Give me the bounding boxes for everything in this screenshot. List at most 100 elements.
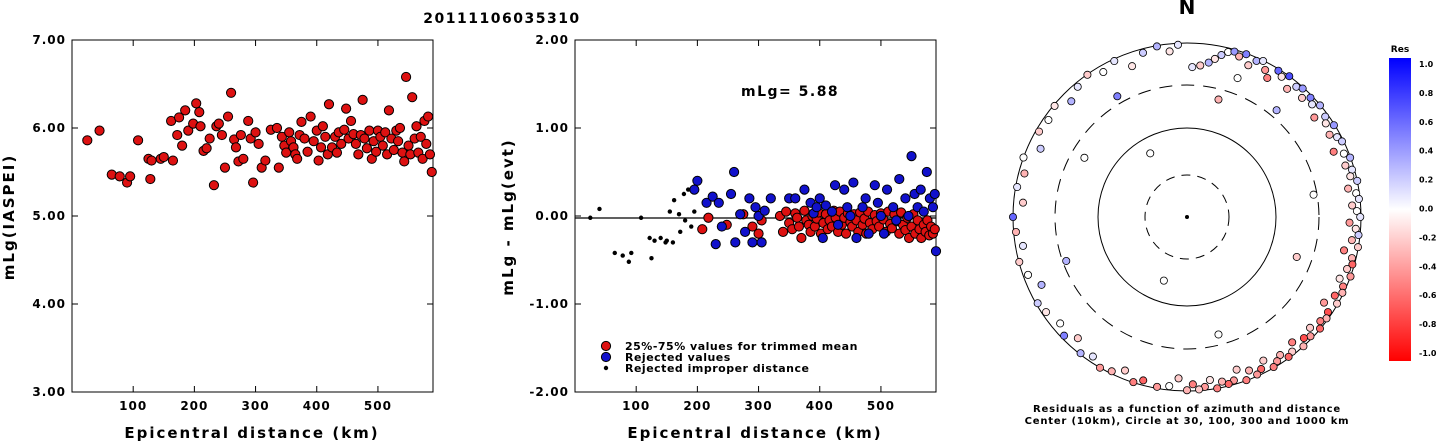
data-point xyxy=(345,115,357,127)
chart1-x-axis-label: Epicentral distance (km) xyxy=(124,424,379,441)
data-point xyxy=(364,125,375,136)
data-point xyxy=(191,98,202,109)
station-point xyxy=(1174,374,1183,383)
data-point xyxy=(394,122,406,134)
station-point xyxy=(1224,379,1233,388)
rejected-values-point xyxy=(881,184,893,195)
data-point xyxy=(177,140,188,151)
station-point xyxy=(1298,93,1307,102)
station-point xyxy=(1316,324,1325,333)
rejected-values-point xyxy=(906,151,917,162)
25-75-values-for-trimmed-mean-point xyxy=(796,232,807,244)
rejected-distance-point xyxy=(658,235,663,241)
station-point xyxy=(1356,212,1365,221)
station-point xyxy=(1099,68,1108,77)
rejected-values-point xyxy=(692,175,703,186)
x-tick-label: 500 xyxy=(867,399,895,413)
station-point xyxy=(1232,365,1241,374)
25-75-values-for-trimmed-mean-point xyxy=(793,221,805,232)
station-point xyxy=(1340,246,1349,255)
rejected-distance-point xyxy=(664,238,669,243)
station-point xyxy=(1088,352,1097,361)
magnitude-scatter-chart: 100 200 300 400 500 3.00 4.00 5.00 6.00 7.00 Epic… xyxy=(0,33,437,441)
colorbar-tick-label: -1.0 xyxy=(1419,349,1437,358)
data-point xyxy=(400,71,412,83)
station-point xyxy=(1329,147,1338,156)
rejected-values-point xyxy=(891,215,902,226)
rejected-distance-point xyxy=(588,215,593,220)
data-point xyxy=(380,127,391,138)
data-point xyxy=(331,147,343,158)
station-point xyxy=(1299,334,1308,343)
station-point xyxy=(1009,212,1018,221)
station-point xyxy=(1042,308,1051,317)
data-point xyxy=(302,146,313,157)
station-point xyxy=(1242,50,1251,59)
data-point xyxy=(172,129,183,141)
data-point xyxy=(243,115,254,127)
legend-label: 25%-75% values for trimmed mean xyxy=(625,340,858,353)
rejected-values-point xyxy=(903,210,914,222)
y-tick-label: 0.00 xyxy=(535,209,569,223)
colorbar-tick-label: 0.8 xyxy=(1419,89,1434,98)
station-point xyxy=(1338,288,1347,297)
station-point xyxy=(1230,47,1239,56)
data-point xyxy=(146,155,157,166)
25-75-values-for-trimmed-mean-point xyxy=(886,223,898,234)
station-point xyxy=(1346,172,1355,181)
station-point xyxy=(1107,367,1116,376)
station-point xyxy=(1073,334,1082,343)
y-tick-label: 5.00 xyxy=(32,209,66,223)
25-75-values-for-trimmed-mean-point xyxy=(753,228,764,239)
station-point xyxy=(1320,298,1329,307)
data-point xyxy=(248,177,259,188)
data-point xyxy=(125,171,136,182)
data-point xyxy=(195,121,206,132)
station-point xyxy=(1152,42,1161,51)
data-point xyxy=(235,129,246,141)
chart2-axes: 100 200 300 400 500 -2.00 -1.00 0.00 1.00 2.00 xyxy=(529,33,936,413)
data-point xyxy=(415,131,426,142)
data-point xyxy=(315,142,327,153)
station-point xyxy=(1183,386,1192,395)
station-point xyxy=(1128,62,1137,71)
data-point xyxy=(357,94,368,105)
residual-colorbar: Res 1.0 0.8 0.6 0.4 0.2 0.0 -0.2 -0.4 -0.6 -0.8 -1… xyxy=(1389,45,1437,361)
data-point xyxy=(417,153,428,164)
station-point xyxy=(1067,97,1076,106)
data-point xyxy=(341,103,352,114)
legend-label: Rejected values xyxy=(625,351,731,364)
y-tick-label: 1.00 xyxy=(535,121,569,135)
data-point xyxy=(399,156,410,167)
rejected-values-point xyxy=(848,177,859,188)
rejected-values-point xyxy=(790,193,801,204)
station-point xyxy=(1352,207,1361,216)
data-point xyxy=(313,155,324,166)
station-point xyxy=(1165,47,1174,56)
station-point xyxy=(1310,113,1319,122)
y-tick-label: 6.00 xyxy=(32,121,66,135)
station-point xyxy=(1033,299,1042,308)
25-75-values-for-trimmed-mean-point xyxy=(780,206,792,217)
data-point xyxy=(407,92,418,103)
ring-30km xyxy=(1144,174,1230,260)
residual-map-chart: N Residuals as a function of azimuth and… xyxy=(1009,0,1365,427)
station-point xyxy=(1292,252,1301,261)
station-point xyxy=(1080,153,1089,162)
station-point xyxy=(1188,380,1197,389)
data-point xyxy=(359,133,370,144)
data-point xyxy=(370,146,382,157)
station-point xyxy=(1076,349,1085,358)
colorbar-tick-label: 1.0 xyxy=(1419,60,1434,69)
station-point xyxy=(1339,149,1348,158)
rejected-distance-point xyxy=(681,191,687,197)
data-point xyxy=(180,105,191,116)
data-point xyxy=(201,143,212,154)
station-point xyxy=(1348,260,1357,269)
data-point xyxy=(320,131,331,142)
colorbar-tick-label: 0.6 xyxy=(1419,118,1434,127)
x-tick-label: 100 xyxy=(622,399,650,413)
rejected-values-point xyxy=(918,206,929,217)
25-75-values-for-trimmed-mean-point xyxy=(777,226,789,237)
residual-scatter-chart: 100 200 300 400 500 -2.00 -1.00 0.00 1.00 2.00 mL… xyxy=(499,33,942,441)
